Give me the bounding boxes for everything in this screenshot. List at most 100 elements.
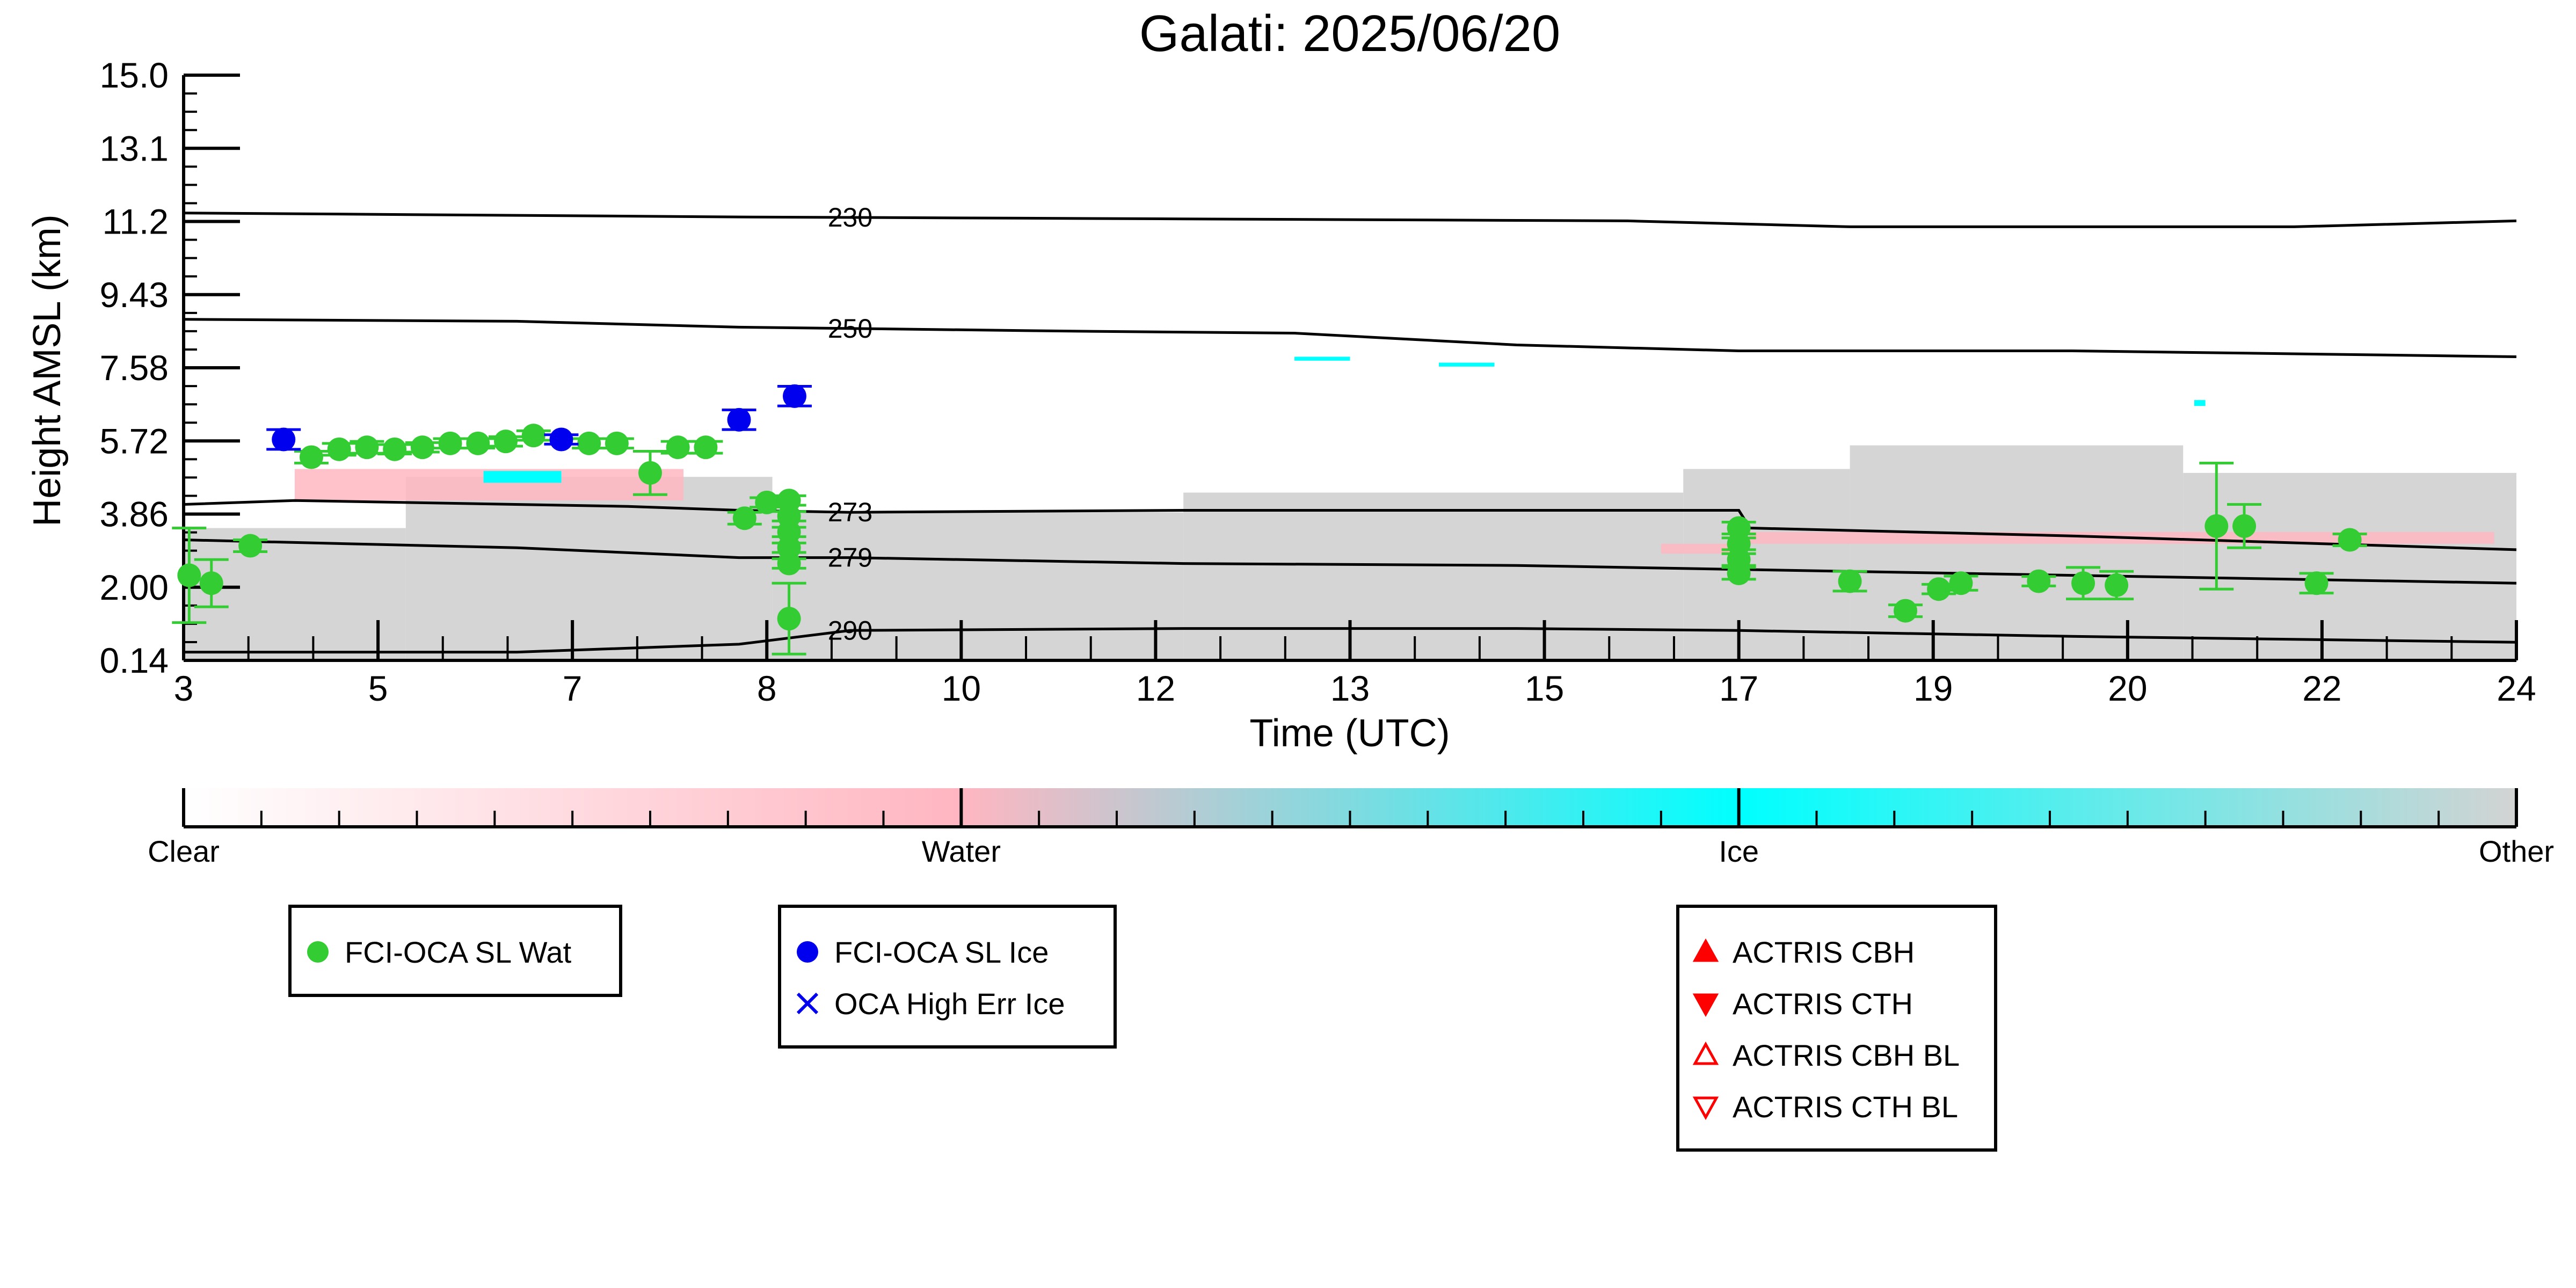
y-tick-label: 0.14 (100, 641, 169, 680)
legend-marker (307, 941, 329, 963)
colorbar-label: Water (922, 834, 1001, 868)
contour-label: 273 (828, 497, 872, 527)
data-point (777, 607, 801, 631)
y-tick-label: 13.1 (100, 128, 169, 168)
other-cloud-region (2183, 472, 2516, 660)
y-tick-label: 9.43 (100, 275, 169, 315)
legend-label: FCI-OCA SL Ice (834, 935, 1049, 969)
legend-label: ACTRIS CBH (1733, 935, 1915, 969)
data-point (732, 506, 756, 530)
data-point (199, 571, 223, 595)
x-tick-label: 13 (1330, 668, 1370, 708)
colorbar: Clear Water Ice Other (148, 788, 2554, 868)
legend-marker (1692, 938, 1719, 962)
data-point (1927, 577, 1951, 601)
ice-cloud-region (2194, 400, 2206, 406)
y-tick-label: 11.2 (102, 202, 169, 242)
data-point (605, 431, 629, 455)
x-tick-label: 12 (1136, 668, 1175, 708)
x-tick-label: 24 (2497, 668, 2536, 708)
x-tick-label: 10 (942, 668, 981, 708)
colorbar-label: Other (2479, 834, 2554, 868)
data-point (466, 431, 490, 455)
data-point (2071, 571, 2095, 595)
data-point (494, 430, 518, 454)
legend-layer: FCI-OCA SL Wat FCI-OCA SL Ice OCA High Err… (288, 905, 1997, 1152)
legend-marker (797, 941, 818, 963)
colorbar-label: Clear (148, 834, 220, 868)
data-point (2105, 573, 2129, 597)
x-tick-label: 17 (1719, 668, 1758, 708)
data-point (782, 384, 806, 408)
legend-marker (796, 992, 819, 1015)
temperature-contour (184, 212, 2516, 228)
data-point (238, 534, 263, 558)
other-cloud-region (772, 512, 1184, 660)
data-point (577, 431, 601, 455)
legend-box (778, 905, 1117, 1049)
y-ticks: 0.14 2.00 3.86 5.72 7.58 9.43 11.2 13.1 15.0 (100, 55, 240, 680)
legend-label: ACTRIS CBH BL (1733, 1038, 1960, 1072)
y-axis-label: Height AMSL (km) (26, 214, 69, 526)
x-tick-label: 5 (368, 668, 388, 708)
x-tick-label: 19 (1913, 668, 1953, 708)
x-tick-label: 15 (1525, 668, 1564, 708)
colorbar-label: Ice (1719, 834, 1759, 868)
data-point (2304, 571, 2328, 595)
data-point (666, 435, 690, 460)
other-cloud-region (1850, 445, 2184, 660)
x-tick-label: 8 (757, 668, 777, 708)
data-point (2027, 569, 2051, 593)
data-point (2232, 514, 2257, 538)
cloud-mask-layer (184, 356, 2516, 660)
x-tick-label: 20 (2108, 668, 2147, 708)
data-point (727, 407, 751, 432)
other-cloud-region (405, 477, 773, 660)
ice-cloud-region (1439, 362, 1495, 367)
contour-label: 250 (828, 314, 872, 344)
data-point (177, 563, 201, 587)
legend-label: OCA High Err Ice (834, 987, 1065, 1021)
data-point (1727, 561, 1751, 585)
data-point (1894, 599, 1918, 623)
contour-label: 279 (828, 543, 872, 573)
legend-label: FCI-OCA SL Wat (345, 935, 572, 969)
y-tick-label: 3.86 (100, 494, 169, 534)
data-point (299, 445, 323, 469)
x-tick-label: 3 (174, 668, 194, 708)
y-tick-label: 2.00 (100, 567, 169, 607)
colorbar-ticks (182, 788, 2518, 827)
colorbar-labels: Clear Water Ice Other (148, 834, 2554, 868)
data-point (777, 551, 801, 576)
data-point (549, 427, 573, 452)
legend-label: ACTRIS CTH BL (1733, 1090, 1958, 1124)
temperature-contour (184, 627, 2516, 654)
legend-marker (1692, 993, 1719, 1017)
contour-label-layer: 230 250 273 279 290 (828, 202, 872, 645)
data-point (521, 424, 545, 448)
other-cloud-region (184, 528, 406, 660)
legend-label: ACTRIS CTH (1733, 987, 1913, 1021)
water-cloud-region (1661, 543, 1739, 554)
data-point (2338, 528, 2362, 552)
legend-marker (1692, 1096, 1719, 1120)
data-point (1838, 569, 1862, 593)
contour-layer (184, 212, 2516, 654)
other-cloud-region (1183, 492, 1684, 660)
ice-cloud-region (1294, 356, 1350, 361)
data-point (410, 435, 434, 460)
y-tick-label: 7.58 (100, 348, 169, 388)
temperature-contour (184, 318, 2516, 358)
data-point (383, 437, 407, 461)
contour-label: 290 (828, 615, 872, 645)
data-point (272, 427, 296, 452)
x-tick-label: 22 (2302, 668, 2341, 708)
data-point (638, 461, 662, 485)
x-tick-label: 7 (563, 668, 583, 708)
ice-cloud-region (483, 471, 562, 483)
y-tick-label: 5.72 (100, 421, 169, 461)
temperature-contour (184, 499, 2516, 551)
x-axis-label: Time (UTC) (1249, 712, 1450, 755)
other-cloud-region (1683, 469, 1850, 660)
